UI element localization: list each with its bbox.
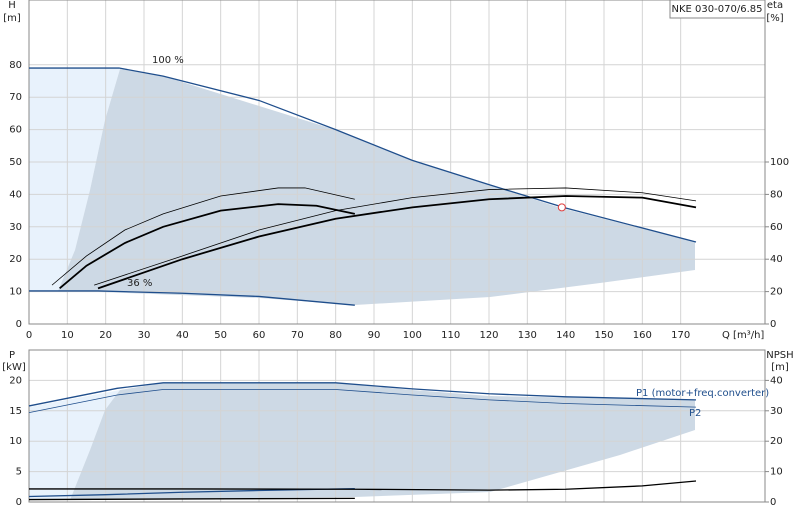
chart-title: NKE 030-070/6.85 (672, 4, 763, 15)
operating-point (557, 203, 566, 212)
y2-label: NPSH (766, 350, 793, 361)
x-tick-label: 10 (61, 330, 74, 341)
light-region (29, 69, 120, 291)
annotation: 100 % (152, 55, 184, 66)
x-tick-label: 60 (253, 330, 266, 341)
curve (59, 203, 356, 290)
x-tick-label: 140 (556, 330, 575, 341)
curve (94, 187, 697, 286)
curve (28, 389, 697, 414)
y-tick-label: 15 (9, 406, 22, 417)
y-tick-label: 5 (16, 467, 22, 478)
y2-tick-label: 0 (770, 319, 776, 330)
y-unit: [m] (3, 13, 21, 24)
y2-tick-label: 0 (770, 497, 776, 508)
y-tick-label: 20 (9, 254, 22, 265)
x-tick-label: 130 (518, 330, 537, 341)
y-tick-label: 10 (9, 287, 22, 298)
x-tick-label: 110 (441, 330, 460, 341)
light-region (29, 390, 120, 500)
y2-tick-label: 20 (770, 287, 783, 298)
x-tick-label: 80 (329, 330, 342, 341)
y-tick-label: 80 (9, 60, 22, 71)
title-box (669, 0, 766, 19)
curve (28, 487, 355, 498)
x-tick-label: 30 (138, 330, 151, 341)
y-tick-label: 30 (9, 222, 22, 233)
y2-label: eta (767, 0, 783, 11)
y-tick-label: 40 (9, 189, 22, 200)
x-tick-label: 90 (368, 330, 381, 341)
curve (97, 195, 697, 290)
y-tick-label: 20 (9, 375, 22, 386)
y2-tick-label: 100 (770, 157, 789, 168)
curve (29, 290, 355, 306)
y-tick-label: 70 (9, 92, 22, 103)
x-tick-label: 120 (479, 330, 498, 341)
y-label: P (9, 350, 15, 361)
y2-tick-label: 20 (770, 436, 783, 447)
curve (28, 382, 697, 407)
y-label: H (8, 0, 16, 11)
x-tick-label: 160 (633, 330, 652, 341)
y2-tick-label: 60 (770, 222, 783, 233)
x-tick-label: 20 (99, 330, 112, 341)
x-tick-label: 170 (671, 330, 690, 341)
y2-tick-label: 40 (770, 375, 783, 386)
x-tick-label: 150 (594, 330, 613, 341)
y-tick-label: 10 (9, 436, 22, 447)
y-tick-label: 50 (9, 157, 22, 168)
x-tick-label: 100 (403, 330, 422, 341)
plot-frame (28, 349, 766, 503)
operating-region (58, 69, 695, 305)
curve (29, 480, 697, 491)
x-tick-label: 40 (176, 330, 189, 341)
x-label: Q [m³/h] (722, 330, 764, 341)
y2-tick-label: 80 (770, 189, 783, 200)
y2-tick-label: 40 (770, 254, 783, 265)
legend-label: P2 (689, 408, 701, 419)
y2-tick-label: 30 (770, 406, 783, 417)
y-tick-label: 60 (9, 125, 22, 136)
annotation: 36 % (127, 278, 152, 289)
y-unit: [kW] (2, 362, 26, 373)
x-tick-label: 50 (214, 330, 227, 341)
y2-unit: [m] (771, 362, 789, 373)
x-tick-label: 70 (291, 330, 304, 341)
y-tick-label: 0 (16, 319, 22, 330)
x-tick-label: 0 (26, 330, 32, 341)
curve (28, 497, 355, 501)
y2-tick-label: 10 (770, 467, 783, 478)
curve (29, 67, 697, 243)
y2-unit: [%] (766, 13, 783, 24)
y-tick-label: 0 (16, 497, 22, 508)
curve (51, 187, 355, 286)
legend-label: P1 (motor+freq.converter) (636, 388, 769, 399)
